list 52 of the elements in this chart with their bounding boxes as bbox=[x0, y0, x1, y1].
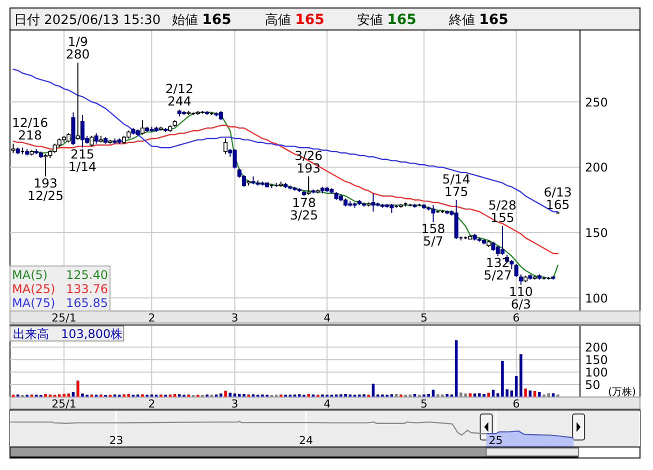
bar bbox=[524, 388, 527, 397]
annotation: 5/14 175 bbox=[442, 171, 470, 199]
bar bbox=[224, 390, 227, 397]
y-tick-label: 200 bbox=[585, 160, 608, 175]
y-tick-label: 200 bbox=[585, 340, 608, 355]
y-tick-label: 150 bbox=[585, 226, 608, 240]
bar bbox=[454, 340, 458, 397]
bar bbox=[538, 392, 541, 397]
chart-title: 日付 2025/06/13 15:30 bbox=[14, 13, 161, 28]
text: MA(75) 165.85 bbox=[12, 296, 108, 310]
x-tick-label: 3 bbox=[231, 398, 238, 410]
chart-subtitle: 103,800株 bbox=[61, 327, 123, 341]
chart-title: 出来高 bbox=[13, 327, 49, 341]
x-tick-label: 23 bbox=[109, 434, 124, 447]
text: 高値 165 bbox=[265, 12, 324, 28]
x-tick-label: 5 bbox=[420, 398, 428, 410]
y-tick-label: 100 bbox=[585, 291, 608, 306]
y-tick-label: 150 bbox=[585, 353, 608, 368]
text: MA(25) 133.76 bbox=[12, 282, 108, 296]
y-tick-label: 100 bbox=[585, 366, 608, 380]
annotation: 132 5/27 bbox=[484, 255, 512, 283]
x-tick-label: 6 bbox=[512, 312, 520, 324]
annotation: 215 1/14 bbox=[68, 146, 97, 174]
x-tick-label: 6 bbox=[512, 398, 520, 410]
bar bbox=[520, 354, 522, 397]
annotation: 3/26 193 bbox=[294, 148, 323, 176]
y-axis-title: (万株) bbox=[608, 386, 636, 398]
annotation: 158 5/7 bbox=[421, 221, 446, 249]
x-tick-label: 24 bbox=[299, 434, 314, 447]
x-tick-label: 25 bbox=[488, 434, 503, 447]
annotation: 193 12/25 bbox=[28, 175, 64, 203]
annotation: 6/13 165 bbox=[544, 184, 572, 212]
x-tick-label: 4 bbox=[324, 398, 331, 410]
annotation: 2/12 244 bbox=[165, 81, 194, 109]
x-tick-label: 4 bbox=[324, 312, 331, 324]
x-tick-label: 25/1 bbox=[52, 398, 76, 410]
annotation: 178 3/25 bbox=[290, 194, 318, 222]
annotation: 110 6/3 bbox=[508, 284, 533, 312]
x-tick-label: 25/1 bbox=[52, 312, 76, 324]
text: 終値 165 bbox=[448, 12, 508, 28]
x-tick-label: 2 bbox=[148, 398, 156, 410]
text: MA(5) 125.40 bbox=[12, 268, 108, 282]
y-tick-label: 250 bbox=[585, 95, 608, 110]
annotation: 12/16 218 bbox=[12, 115, 48, 143]
x-tick-label: 2 bbox=[148, 312, 156, 324]
annotation: 5/28 155 bbox=[488, 198, 517, 226]
y-tick-label: 50 bbox=[585, 378, 600, 392]
x-tick-label: 5 bbox=[420, 312, 428, 324]
text: 始値 165 bbox=[172, 12, 232, 28]
x-tick-label: 3 bbox=[231, 312, 238, 324]
annotation: 1/9 280 bbox=[66, 34, 90, 62]
text: 安値 165 bbox=[357, 12, 416, 28]
